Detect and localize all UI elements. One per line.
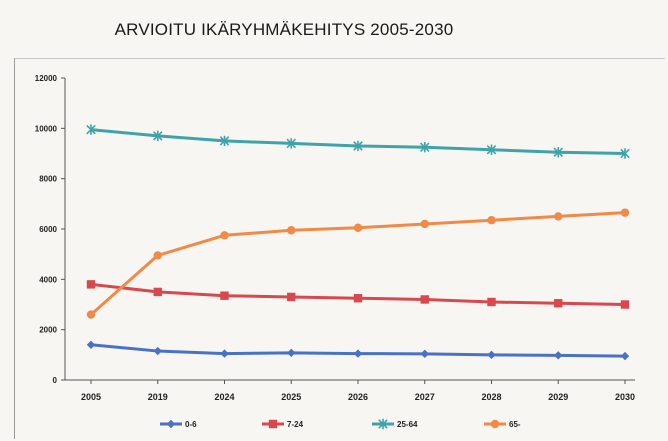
x-tick-label: 2026 bbox=[348, 392, 368, 402]
legend-label: 0-6 bbox=[185, 420, 197, 429]
data-point bbox=[86, 124, 96, 135]
data-point bbox=[219, 135, 230, 147]
data-point bbox=[353, 140, 363, 152]
data-point bbox=[620, 148, 630, 159]
data-point bbox=[620, 300, 630, 309]
x-tick-label: 2024 bbox=[214, 392, 234, 402]
data-point bbox=[86, 340, 96, 349]
legend-marker bbox=[378, 418, 388, 430]
legend-entry: 7-24 bbox=[262, 419, 304, 429]
x-tick-labels: 2005 2019 2024 2025 2026 2027 2028 2029 2030 bbox=[81, 380, 635, 402]
data-point bbox=[487, 215, 496, 225]
y-tick-label: 10000 bbox=[35, 124, 58, 133]
legend-label: 25-64 bbox=[397, 420, 418, 429]
legend-marker bbox=[490, 419, 500, 429]
data-point bbox=[420, 295, 429, 304]
series-7-24 bbox=[86, 280, 630, 309]
x-tick-label: 2029 bbox=[548, 392, 568, 402]
data-point bbox=[153, 287, 162, 297]
chart-frame bbox=[14, 58, 665, 439]
series-group bbox=[86, 124, 630, 361]
y-tick-label: 12000 bbox=[35, 74, 58, 83]
y-tick-label: 2000 bbox=[39, 326, 57, 335]
data-point bbox=[486, 144, 497, 155]
data-point bbox=[353, 294, 363, 303]
data-point bbox=[152, 130, 163, 142]
y-tick-label: 6000 bbox=[39, 225, 57, 234]
series-25-64 bbox=[86, 124, 630, 159]
x-tick-label: 2030 bbox=[615, 392, 635, 402]
legend-label: 7-24 bbox=[287, 420, 304, 429]
data-point bbox=[487, 297, 496, 307]
data-point bbox=[86, 310, 96, 319]
legend-label: 65- bbox=[509, 420, 521, 429]
data-point bbox=[220, 231, 229, 240]
x-tick-label: 2027 bbox=[415, 392, 435, 402]
legend-entry: 25-64 bbox=[372, 418, 418, 430]
x-tick-label: 2019 bbox=[148, 392, 168, 402]
legend-entry: 65- bbox=[484, 419, 521, 429]
data-point bbox=[153, 346, 162, 356]
y-tick-labels: 0 2000 4000 6000 8000 10000 12000 bbox=[35, 74, 65, 385]
data-point bbox=[554, 299, 563, 308]
data-point bbox=[554, 351, 563, 360]
data-point bbox=[220, 349, 229, 358]
x-tick-label: 2028 bbox=[481, 392, 501, 402]
data-point bbox=[553, 147, 564, 158]
data-point bbox=[419, 142, 430, 153]
data-point bbox=[286, 138, 297, 149]
data-point bbox=[420, 219, 429, 229]
data-point bbox=[287, 226, 296, 235]
y-tick-label: 8000 bbox=[39, 175, 57, 184]
legend: 0-6 7-24 25-64 65- bbox=[160, 418, 521, 430]
data-point bbox=[554, 212, 563, 221]
legend-marker bbox=[268, 419, 278, 429]
data-point bbox=[353, 349, 363, 358]
series-0-6 bbox=[86, 340, 630, 361]
data-point bbox=[220, 291, 229, 300]
y-tick-label: 0 bbox=[53, 376, 58, 385]
data-point bbox=[287, 348, 296, 358]
data-point bbox=[487, 350, 496, 360]
series-65 bbox=[86, 208, 630, 319]
y-tick-label: 4000 bbox=[39, 275, 57, 284]
data-point bbox=[353, 223, 363, 232]
data-point bbox=[420, 349, 429, 359]
data-point bbox=[620, 351, 630, 361]
data-point bbox=[86, 280, 96, 289]
x-tick-label: 2005 bbox=[81, 392, 101, 402]
x-tick-label: 2025 bbox=[281, 392, 301, 402]
data-point bbox=[620, 208, 630, 217]
legend-entry: 0-6 bbox=[160, 419, 197, 429]
data-point bbox=[153, 251, 162, 260]
legend-marker bbox=[166, 419, 176, 429]
data-point bbox=[287, 292, 296, 302]
chart-title: ARVIOITU IKÄRYHMÄKEHITYS 2005-2030 bbox=[114, 20, 454, 39]
